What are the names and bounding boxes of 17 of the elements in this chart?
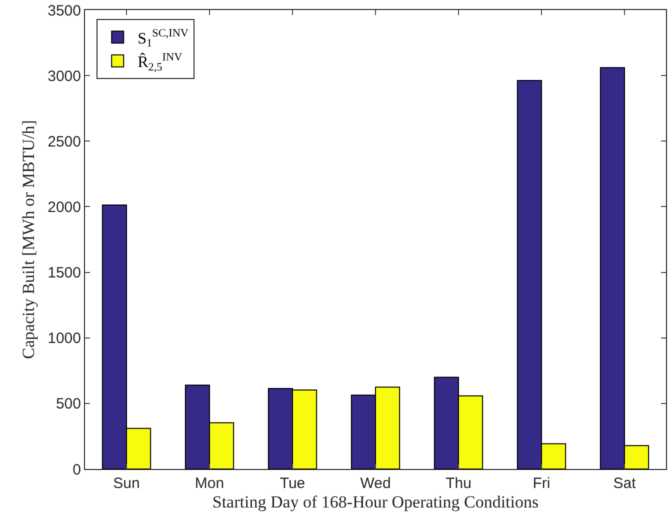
y-tick-label: 1000 bbox=[48, 330, 81, 348]
y-tick-label: 500 bbox=[56, 396, 81, 413]
x-tick-label: Tue bbox=[280, 475, 306, 492]
x-tick-label: Wed bbox=[360, 475, 391, 492]
y-tick-label: 3000 bbox=[48, 68, 81, 85]
y-axis-title: Capacity Built [MWh or MBTU/h] bbox=[19, 120, 38, 359]
x-tick-label: Thu bbox=[446, 475, 472, 492]
x-axis-title: Starting Day of 168-Hour Operating Conditions bbox=[212, 492, 539, 512]
y-tick-label: 3500 bbox=[48, 2, 81, 20]
y-tick-label: 0 bbox=[72, 461, 81, 478]
y-tick-label: 2500 bbox=[48, 133, 81, 150]
x-tick-label: Sat bbox=[613, 475, 637, 492]
x-tick-label: Fri bbox=[532, 475, 550, 492]
y-tick-label: 2000 bbox=[48, 198, 81, 216]
y-tick-label: 1500 bbox=[48, 264, 81, 282]
x-tick-label: Mon bbox=[194, 475, 224, 492]
x-tick-label: Sun bbox=[113, 475, 140, 492]
